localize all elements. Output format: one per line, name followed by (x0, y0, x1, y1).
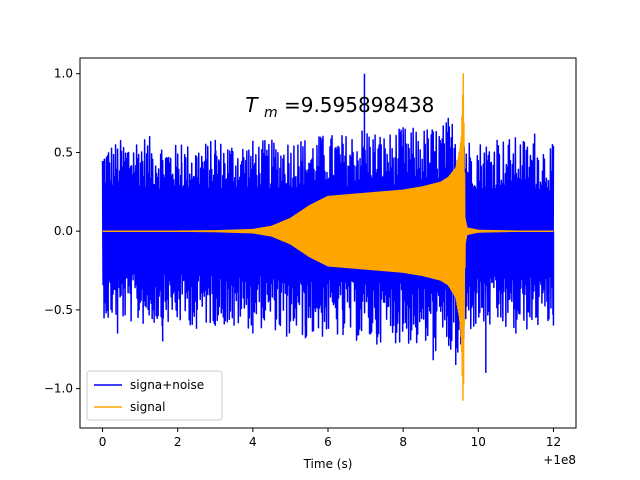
x-tick-label: 4 (249, 435, 257, 449)
legend-label-signa-noise: signa+noise (130, 378, 204, 392)
x-tick-label: 12 (546, 435, 561, 449)
y-tick-label: 0.0 (54, 224, 73, 238)
x-tick-label: 2 (174, 435, 182, 449)
series-line-signa-noise (101, 122, 555, 353)
x-offset-label: +1e8 (543, 453, 576, 467)
legend-label-signal: signal (130, 400, 166, 414)
y-tick-label: 0.5 (54, 145, 73, 159)
y-axis: −1.0 −0.5 0.0 0.5 1.0 (44, 67, 80, 396)
series-layer (101, 72, 555, 401)
x-tick-label: 10 (471, 435, 486, 449)
x-tick-label: 8 (399, 435, 407, 449)
y-tick-label: −1.0 (44, 382, 73, 396)
annotation-symbol: T (245, 93, 259, 117)
svg-text:T m =9.595898438: T m =9.595898438 (245, 93, 434, 122)
legend: signa+noise signal (86, 370, 223, 421)
series-line-signal (102, 72, 554, 401)
x-tick-label: 6 (324, 435, 332, 449)
annotation-value: =9.595898438 (284, 93, 434, 117)
annotation-subscript: m (264, 105, 278, 121)
y-tick-label: 1.0 (54, 67, 73, 81)
y-tick-label: −0.5 (44, 303, 73, 317)
x-axis-label: Time (s) (303, 457, 353, 471)
x-tick-label: 0 (99, 435, 107, 449)
tm-annotation: T m =9.595898438 (245, 93, 434, 122)
x-axis: 0 2 4 6 8 10 12 (99, 428, 561, 449)
